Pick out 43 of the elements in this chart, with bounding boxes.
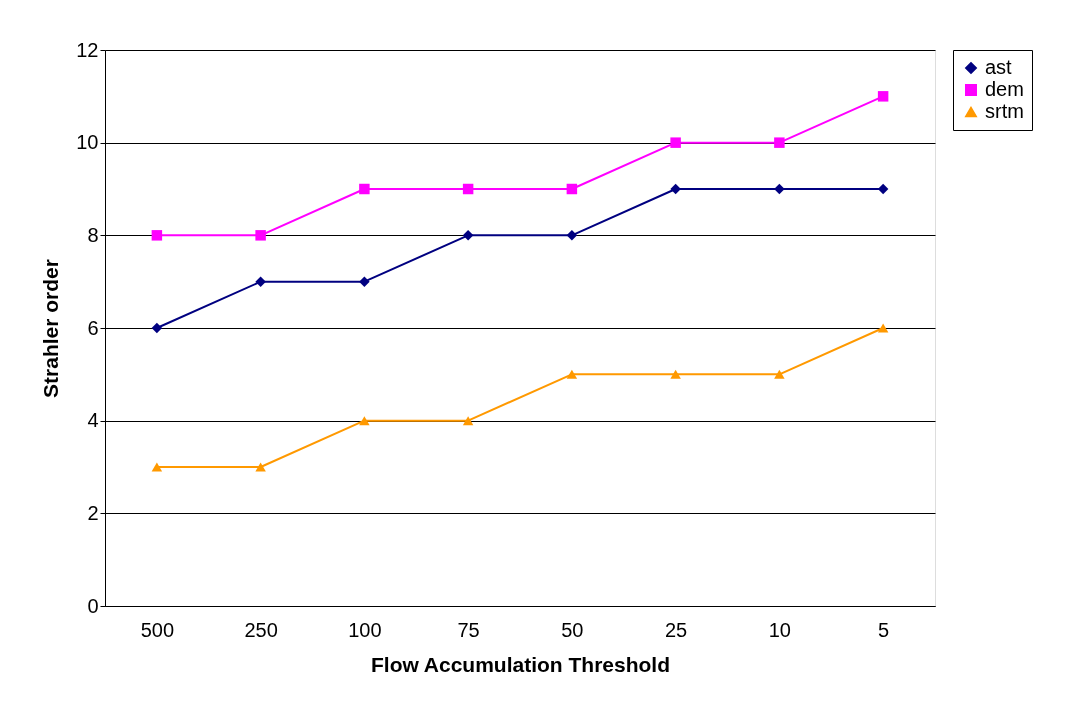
point [359,183,370,195]
legend-label: ast [985,56,1013,78]
x-tick-label: 10 [768,618,791,641]
y-tick-label: 0 [87,594,99,617]
y-tick-label: 12 [76,38,99,61]
point [566,183,578,195]
point [359,276,370,287]
point [774,137,785,148]
y-tick-label: 6 [87,316,99,339]
point [151,462,163,472]
point [255,276,266,287]
x-tick-label: 500 [140,618,175,641]
y-tick-label: 10 [76,131,99,154]
x-tick-label: 250 [244,618,278,641]
x-tick-label: 50 [561,618,584,641]
point [151,322,163,334]
x-tick-label: 100 [348,618,382,641]
y-tick-label: 2 [87,501,99,524]
point [774,183,785,195]
x-tick-label: 5 [878,618,890,641]
point [151,230,163,241]
point [566,369,578,379]
x-tick-label: 25 [665,618,688,641]
y-axis-title: Strahler order [39,259,63,398]
x-tick-label: 75 [457,618,480,641]
point [670,369,681,379]
point [462,416,474,426]
legend-label: srtm [985,100,1024,122]
y-tick-label: 4 [87,409,99,432]
x-axis-title: Flow Accumulation Threshold [370,652,671,676]
point [877,323,889,333]
point [670,183,681,195]
point [462,230,474,241]
point [877,91,889,102]
point [359,416,370,426]
point [255,462,266,472]
point [255,230,266,241]
point [566,230,578,241]
legend-label: dem [985,78,1024,100]
point [774,369,785,379]
point [670,137,681,148]
point [462,183,474,195]
y-tick-label: 8 [87,223,99,246]
